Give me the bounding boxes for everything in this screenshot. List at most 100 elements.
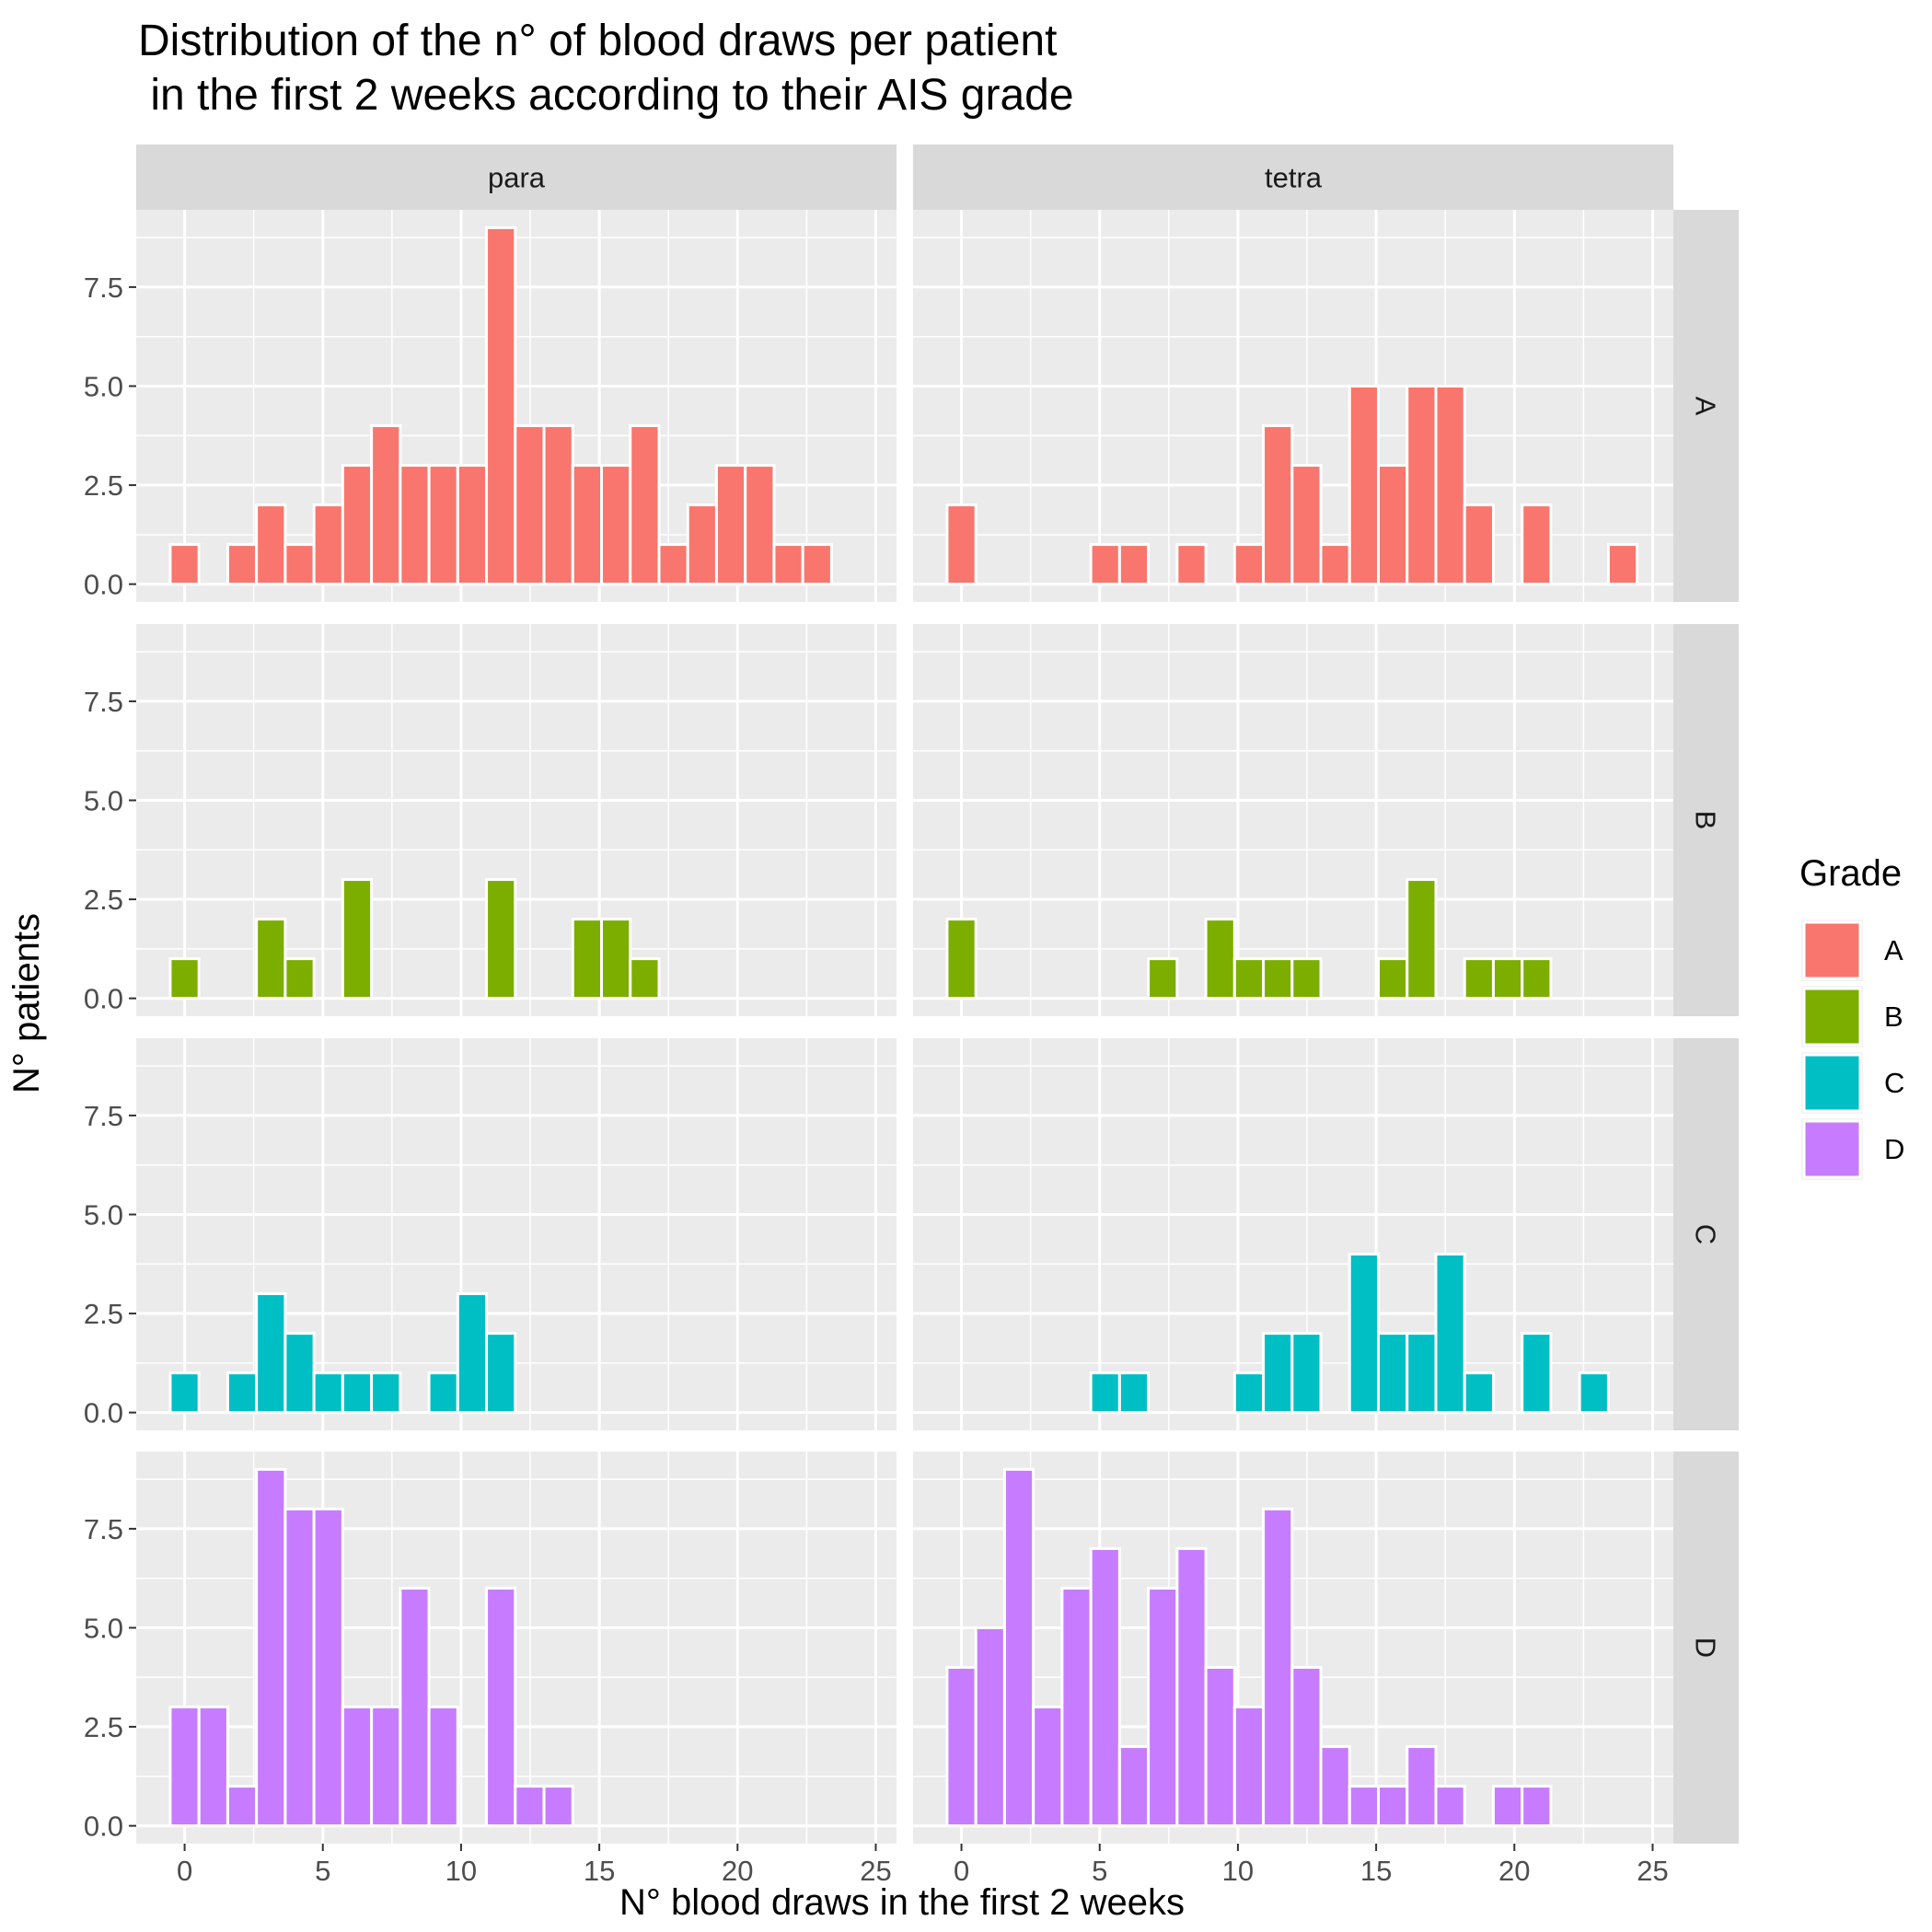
x-tick-label: 10 [445, 1855, 477, 1887]
y-tick-label: 7.5 [84, 1513, 123, 1545]
facet-strip-D [1673, 1452, 1739, 1844]
histogram-bar-A-tetra [1606, 543, 1639, 586]
x-tick-label: 25 [1637, 1855, 1668, 1887]
histogram-bar-C-tetra [1578, 1371, 1610, 1415]
histogram-bar-A-para [514, 424, 546, 586]
y-tick-label: 7.5 [84, 1100, 123, 1132]
histogram-bar-A-para [341, 464, 374, 586]
y-axis-title: N° patients [6, 913, 47, 1093]
legend-label-C: C [1884, 1067, 1904, 1099]
histogram-bar-A-para [427, 464, 459, 586]
histogram-bar-C-tetra [1089, 1371, 1121, 1415]
panel-background-B-tetra [913, 624, 1673, 1016]
y-tick-label: 5.0 [84, 784, 123, 816]
histogram-bar-B-tetra [1377, 957, 1409, 1001]
histogram-bar-D-tetra [1117, 1745, 1151, 1828]
histogram-bar-B-tetra [1463, 957, 1495, 1001]
histogram-bar-D-tetra [1521, 1785, 1553, 1828]
y-tick-label: 0.0 [84, 1397, 123, 1429]
histogram-bar-A-para [629, 424, 661, 586]
histogram-bar-A-para [801, 543, 833, 586]
x-tick-label: 20 [722, 1855, 753, 1887]
y-tick-label: 7.5 [84, 272, 123, 304]
y-tick-label: 7.5 [84, 686, 123, 718]
histogram-bar-B-tetra [1147, 957, 1179, 1001]
legend-label-A: A [1884, 934, 1903, 966]
histogram-bar-A-tetra [945, 503, 978, 586]
histogram-bar-A-para [542, 424, 574, 586]
facet-strip-label-C: C [1690, 1224, 1722, 1244]
histogram-bar-D-tetra [1491, 1785, 1524, 1828]
histogram-bar-A-para [657, 543, 689, 586]
histogram-bar-B-para [600, 918, 632, 1001]
histogram-bar-C-tetra [1117, 1371, 1151, 1415]
histogram-bar-D-tetra [1290, 1666, 1323, 1828]
legend-key-A [1802, 920, 1862, 980]
histogram-bar-A-para [456, 464, 489, 586]
histogram-bar-B-tetra [1262, 957, 1294, 1001]
histogram-bar-A-tetra [1175, 543, 1208, 586]
facet-strip-B [1673, 624, 1739, 1016]
legend-label-D: D [1884, 1133, 1904, 1165]
histogram-bar-C-tetra [1232, 1371, 1266, 1415]
histogram-bar-A-para [283, 543, 316, 586]
histogram-bar-A-tetra [1290, 464, 1323, 586]
histogram-bar-D-para [514, 1785, 546, 1828]
histogram-bar-A-tetra [1117, 543, 1151, 586]
histogram-bar-D-tetra [1434, 1785, 1466, 1828]
x-tick-label: 20 [1498, 1855, 1530, 1887]
histogram-bar-A-tetra [1232, 543, 1266, 586]
histogram-bar-B-tetra [1290, 957, 1323, 1001]
y-tick-label: 5.0 [84, 1198, 123, 1231]
chart-title-line-1: Distribution of the n° of blood draws pe… [138, 17, 1057, 65]
histogram-bar-A-para [168, 543, 201, 586]
histogram-bar-A-tetra [1262, 424, 1294, 586]
x-tick-label: 0 [177, 1855, 192, 1887]
histogram-bar-A-para [714, 464, 747, 586]
histogram-bar-C-para [312, 1371, 344, 1415]
histogram-bar-D-para [427, 1706, 459, 1828]
legend-key-B [1802, 987, 1862, 1047]
facet-strip-C [1673, 1038, 1739, 1430]
histogram-bar-C-para [168, 1371, 201, 1415]
histogram-bar-A-tetra [1463, 503, 1495, 586]
histogram-bar-C-para [226, 1371, 259, 1415]
histogram-bar-D-tetra [1406, 1745, 1438, 1828]
histogram-bar-B-para [168, 957, 201, 1001]
histogram-bar-C-tetra [1377, 1332, 1409, 1415]
histogram-bar-D-para [226, 1785, 259, 1828]
histogram-bar-D-tetra [1262, 1507, 1294, 1828]
histogram-bar-C-para [456, 1292, 489, 1415]
histogram-bar-D-tetra [1089, 1546, 1121, 1828]
histogram-bar-D-tetra [1377, 1785, 1409, 1828]
x-tick-label: 0 [954, 1855, 969, 1887]
legend-title: Grade [1799, 853, 1902, 894]
histogram-bar-A-para [255, 503, 287, 586]
histogram-bar-D-tetra [1232, 1706, 1266, 1828]
histogram-bar-C-tetra [1521, 1332, 1553, 1415]
y-tick-label: 2.5 [84, 469, 123, 502]
y-tick-label: 0.0 [84, 569, 123, 601]
y-tick-label: 2.5 [84, 1298, 123, 1330]
histogram-bar-D-tetra [1204, 1666, 1236, 1828]
legend-label-B: B [1884, 1001, 1903, 1033]
facet-panels: para tetra A B C D 0.0 2.5 5.0 7.5 0.0 2.5 5.0 7.5 0.0… [84, 145, 1739, 1887]
histogram-bar-D-para [255, 1467, 287, 1828]
x-tick-label: 5 [315, 1855, 330, 1887]
x-tick-label: 25 [860, 1855, 891, 1887]
histogram-bar-C-para [255, 1292, 287, 1415]
y-tick-label: 5.0 [84, 1612, 123, 1644]
histogram-bar-C-para [427, 1371, 459, 1415]
histogram-bar-A-tetra [1089, 543, 1121, 586]
facet-strip-label-para: para [488, 162, 546, 194]
histogram-bar-A-tetra [1434, 384, 1466, 586]
x-tick-label: 15 [584, 1855, 615, 1887]
histogram-bar-B-tetra [1232, 957, 1266, 1001]
histogram-bar-C-tetra [1463, 1371, 1495, 1415]
histogram-bar-C-tetra [1348, 1253, 1381, 1415]
y-tick-label: 2.5 [84, 1711, 123, 1743]
facet-strip-label-A: A [1690, 397, 1722, 416]
histogram-bar-B-para [283, 957, 316, 1001]
histogram-bar-A-para [686, 503, 718, 586]
histogram-bar-B-para [571, 918, 604, 1001]
